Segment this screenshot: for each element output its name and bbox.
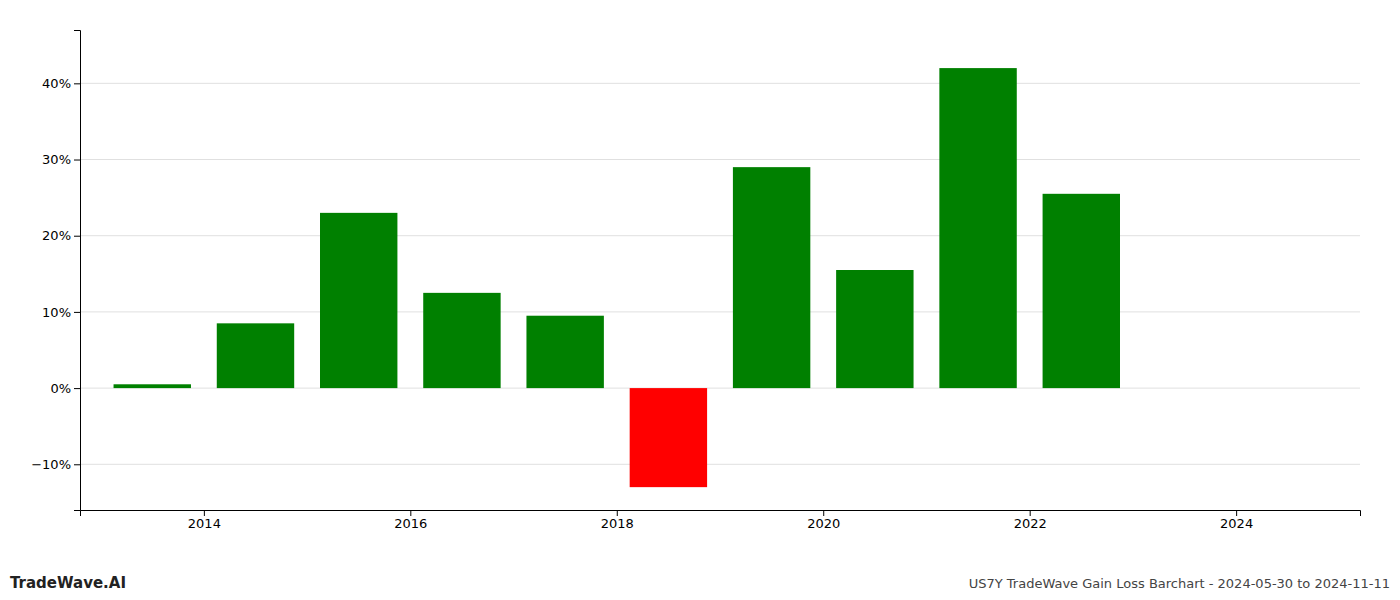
grid-line <box>80 235 1360 236</box>
grid-line <box>80 83 1360 84</box>
tick-label: 30% <box>42 152 71 167</box>
tick: 0% <box>50 381 80 396</box>
tick-mark <box>1030 510 1031 516</box>
tick: 2014 <box>188 510 221 531</box>
bar <box>939 68 1016 388</box>
tick-label: 40% <box>42 76 71 91</box>
bars <box>114 68 1120 487</box>
tick-mark <box>823 510 824 516</box>
tick-mark <box>74 83 80 84</box>
tick-label: 20% <box>42 228 71 243</box>
tick-mark <box>74 464 80 465</box>
footer-left: TradeWave.AI <box>10 574 126 592</box>
tick-mark <box>74 236 80 237</box>
tick-label: 0% <box>50 381 71 396</box>
x-axis: 2014 2016 2018 2020 2022 2024 <box>81 510 1361 531</box>
tick: −10% <box>31 457 80 472</box>
tick: 2018 <box>601 510 634 531</box>
axis-line <box>81 511 1361 517</box>
axis-line <box>74 31 81 511</box>
plot-area: −10%0%10%20%30%40%2014201620182020202220… <box>31 31 1360 532</box>
tick-label: 2022 <box>1014 516 1047 531</box>
tick-mark <box>410 510 411 516</box>
tick: 2020 <box>807 510 840 531</box>
bar <box>217 323 294 388</box>
grid-line <box>80 311 1360 312</box>
y-axis: −10% 0% 10% 20% 30% 40% <box>31 31 80 511</box>
tick: 40% <box>42 76 80 91</box>
bar <box>733 167 810 388</box>
tick-label: 2024 <box>1220 516 1253 531</box>
tick: 20% <box>42 228 80 243</box>
tick-label: 2020 <box>807 516 840 531</box>
tick: 10% <box>42 305 80 320</box>
bar <box>526 316 603 388</box>
tick-mark <box>74 160 80 161</box>
tick: 2024 <box>1220 510 1253 531</box>
tick: 2022 <box>1014 510 1047 531</box>
tick-label: −10% <box>31 457 71 472</box>
tick-mark <box>617 510 618 516</box>
tick-label: 10% <box>42 305 71 320</box>
grid <box>80 83 1360 464</box>
tick-label: 2014 <box>188 516 221 531</box>
bar <box>836 270 913 388</box>
bar <box>1043 194 1120 388</box>
tick-mark <box>1236 510 1237 516</box>
tick-label: 2016 <box>394 516 427 531</box>
tick: 2016 <box>394 510 427 531</box>
bar <box>423 293 500 388</box>
tick: 30% <box>42 152 80 167</box>
grid-line <box>80 464 1360 465</box>
tick-mark <box>204 510 205 516</box>
footer-right: US7Y TradeWave Gain Loss Barchart - 2024… <box>969 576 1390 591</box>
tick-label: 2018 <box>601 516 634 531</box>
chart: −10%0%10%20%30%40%2014201620182020202220… <box>0 0 1400 600</box>
grid-line <box>80 159 1360 160</box>
tick-mark <box>74 312 80 313</box>
bar <box>114 384 191 388</box>
bar <box>320 213 397 388</box>
tick-mark <box>74 388 80 389</box>
bar <box>630 388 707 487</box>
